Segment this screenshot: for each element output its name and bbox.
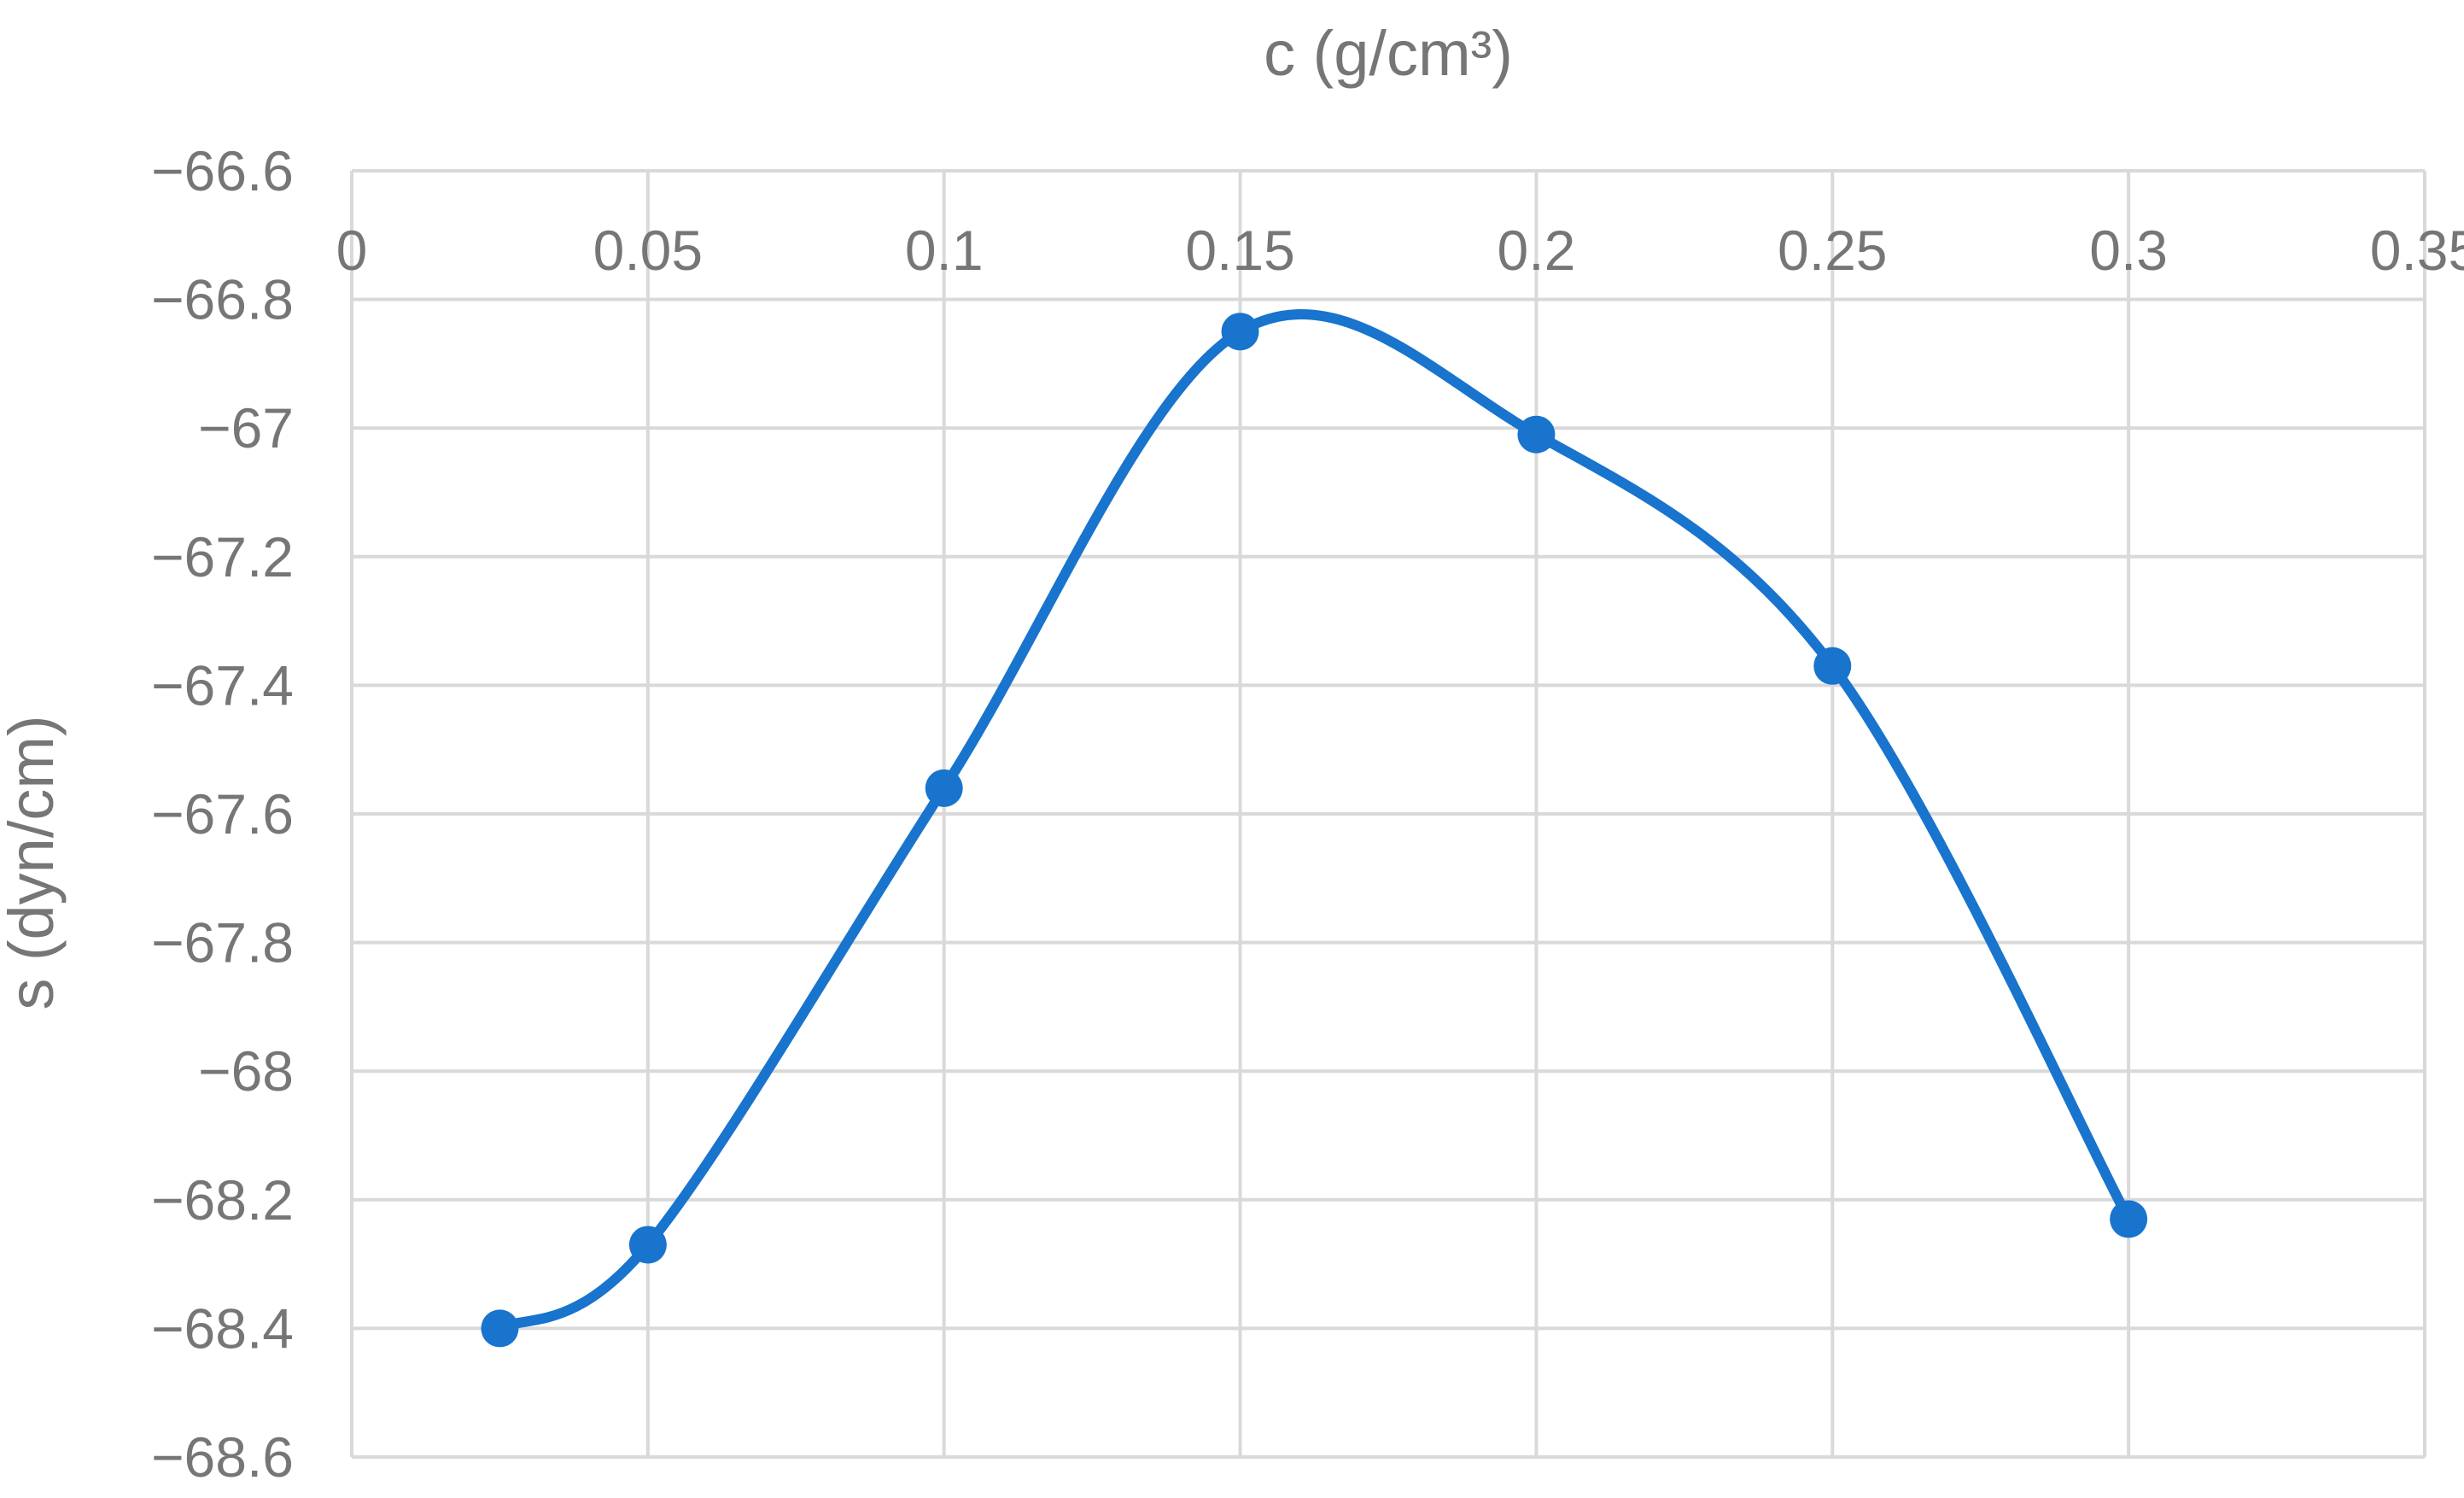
x-tick-label: 0.15 (1185, 219, 1294, 282)
data-point (925, 769, 963, 807)
y-tick-label: −67 (198, 396, 294, 459)
x-tick-label: 0 (336, 219, 368, 282)
y-tick-label: −68 (198, 1039, 294, 1103)
grid (350, 169, 2426, 1459)
data-point (1517, 415, 1556, 453)
x-tick-label: 0.05 (593, 219, 703, 282)
x-tick-label: 0.3 (2089, 219, 2168, 282)
series-line (494, 309, 2134, 1334)
y-axis-title: s (dyn/cm) (0, 715, 67, 1009)
data-point (481, 1309, 519, 1348)
y-tick-label: −68.4 (151, 1296, 294, 1360)
y-tick-label: −66.6 (151, 139, 294, 202)
x-tick-label: 0.35 (2370, 219, 2464, 282)
points-layer (481, 313, 2148, 1348)
x-tick-label: 0.1 (905, 219, 984, 282)
y-tick-labels: −66.6 −66.8 −67 −67.2 −67.4 −67.6 −67.8 −68 −68.… (151, 139, 294, 1489)
y-tick-label: −67.8 (151, 911, 294, 974)
x-tick-labels: 0 0.05 0.1 0.15 0.2 0.25 0.3 0.35 (336, 219, 2464, 282)
data-point (628, 1226, 667, 1264)
y-tick-label: −68.6 (151, 1425, 294, 1489)
y-tick-label: −67.4 (151, 653, 294, 717)
x-axis-title: c (g/cm³) (1264, 18, 1513, 89)
data-point (1221, 313, 1259, 351)
data-point (2110, 1200, 2148, 1238)
y-tick-label: −66.8 (151, 268, 294, 331)
y-tick-label: −67.6 (151, 782, 294, 846)
series-layer (494, 309, 2134, 1334)
x-tick-label: 0.25 (1778, 219, 1887, 282)
y-tick-label: −68.2 (151, 1168, 294, 1232)
y-tick-label: −67.2 (151, 525, 294, 588)
data-point (1813, 647, 1852, 685)
x-tick-label: 0.2 (1498, 219, 1576, 282)
